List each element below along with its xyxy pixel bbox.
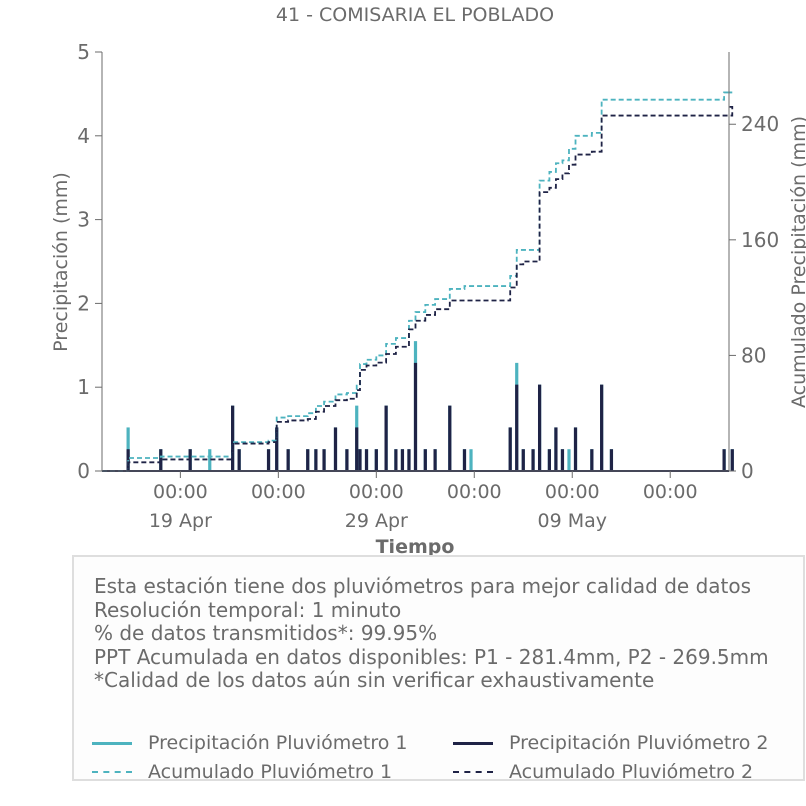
y-right-tick-label: 0: [741, 459, 754, 483]
legend-item-p1-precip: Precipitación Pluviómetro 1: [92, 732, 408, 754]
x-tick-time-label: 00:00: [349, 481, 404, 503]
accum-line-p1: [102, 91, 733, 472]
x-tick-time-label: 00:00: [251, 481, 306, 503]
y-left-tick-label: 1: [77, 375, 90, 399]
info-line: % de datos transmitidos*: 99.95%: [94, 621, 438, 646]
x-axis-label: Tiempo: [376, 536, 455, 558]
legend-item-p1-accum: Acumulado Pluviómetro 1: [92, 761, 392, 783]
info-line: Esta estación tiene dos pluviómetros par…: [94, 574, 752, 598]
legend-item-p2-precip: Precipitación Pluviómetro 2: [453, 732, 769, 754]
precipitation-bars: [102, 341, 734, 472]
y-left-tick-label: 0: [77, 459, 90, 483]
legend-label: Acumulado Pluviómetro 2: [509, 761, 754, 783]
legend-label: Acumulado Pluviómetro 1: [148, 761, 393, 783]
axes: 0 1 2 3 4 5 0 80 160 240 00:00 19 Apr 00:00 00:00 29 A…: [77, 40, 779, 532]
accum-line-p2: [102, 106, 734, 472]
chart-title: 41 - COMISARIA EL POBLADO: [276, 4, 554, 26]
y-right-tick-label: 240: [741, 112, 779, 136]
legend-swatch-p1-precip: [92, 741, 132, 745]
y-right-tick-label: 160: [741, 228, 779, 252]
x-tick-date-label: 19 Apr: [149, 510, 212, 532]
info-legend-panel: Esta estación tiene dos pluviómetros par…: [72, 555, 805, 783]
x-tick-date-label: 29 Apr: [345, 510, 408, 532]
legend-swatch-p1-accum: [92, 771, 132, 773]
y-left-tick-label: 4: [77, 124, 90, 148]
x-tick-time-label: 00:00: [153, 481, 208, 503]
x-tick-time-label: 00:00: [447, 481, 502, 503]
accumulated-lines: [102, 91, 734, 472]
info-line: PPT Acumulada en datos disponibles: P1 -…: [94, 644, 769, 669]
legend-item-p2-accum: Acumulado Pluviómetro 2: [453, 761, 753, 783]
info-line: *Calidad de los datos aún sin verificar …: [94, 668, 655, 693]
y-axis-left-label: Precipitación (mm): [50, 172, 72, 352]
y-right-tick-label: 80: [741, 343, 766, 367]
legend-label: Precipitación Pluviómetro 1: [148, 732, 408, 754]
y-left-tick-label: 2: [77, 291, 90, 315]
x-tick-date-label: 09 May: [538, 510, 608, 532]
y-axis-right-label: Acumulado Precipitación (mm): [788, 116, 806, 408]
station-info: Esta estación tiene dos pluviómetros par…: [94, 574, 769, 693]
legend-swatch-p2-precip: [453, 741, 493, 745]
y-left-tick-label: 5: [77, 40, 90, 64]
legend-swatch-p2-accum: [453, 771, 493, 773]
legend-label: Precipitación Pluviómetro 2: [509, 732, 769, 754]
y-left-tick-label: 3: [77, 208, 90, 232]
x-tick-time-label: 00:00: [545, 481, 600, 503]
x-tick-time-label: 00:00: [643, 481, 698, 503]
info-line: Resolución temporal: 1 minuto: [94, 597, 402, 622]
